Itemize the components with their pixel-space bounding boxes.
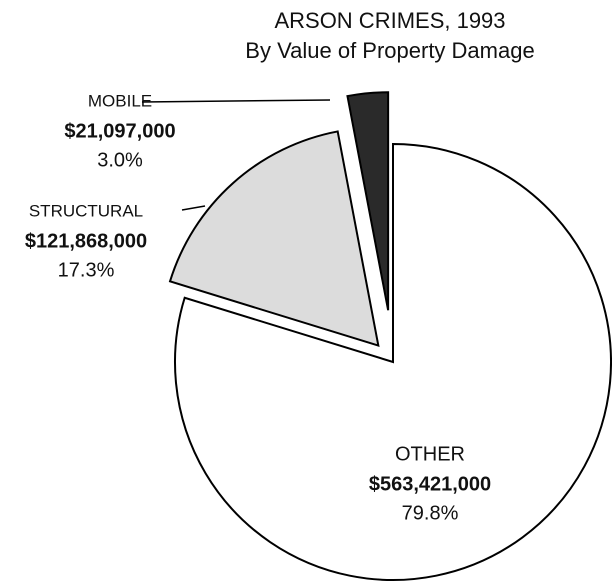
- pie-slice: [174, 142, 612, 581]
- chart-title: ARSON CRIMES, 1993: [274, 8, 505, 33]
- value-label: $21,097,000: [64, 120, 175, 142]
- pie-slice: [168, 130, 380, 348]
- slice-label: OTHER: [395, 443, 465, 465]
- percent-label: 3.0%: [97, 149, 143, 171]
- value-label: $121,868,000: [25, 230, 147, 252]
- percent-label: 17.3%: [58, 259, 115, 281]
- percent-label: 79.8%: [402, 502, 459, 524]
- leader-line: [141, 99, 331, 103]
- slice-label: STRUCTURAL: [29, 201, 143, 220]
- slice-label: MOBILE: [88, 91, 152, 110]
- value-label: $563,421,000: [369, 473, 491, 495]
- pie-slice: [346, 91, 390, 311]
- leader-line: [181, 205, 206, 211]
- chart-subtitle: By Value of Property Damage: [245, 38, 534, 63]
